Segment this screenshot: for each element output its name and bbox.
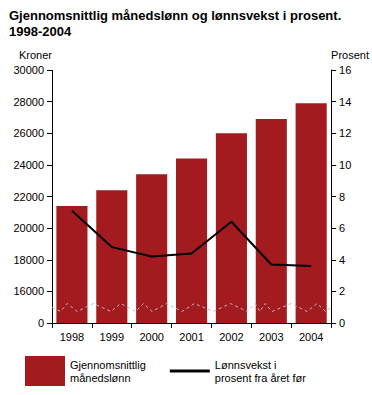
svg-text:månedslønn: månedslønn: [70, 372, 131, 384]
svg-text:16000: 16000: [13, 285, 44, 297]
svg-text:prosent fra året før: prosent fra året før: [215, 372, 306, 384]
svg-text:2002: 2002: [219, 331, 243, 343]
svg-text:14: 14: [339, 96, 351, 108]
svg-text:1998-2004: 1998-2004: [9, 24, 72, 39]
svg-text:12: 12: [339, 127, 351, 139]
svg-text:0: 0: [38, 317, 44, 329]
svg-text:Prosent: Prosent: [331, 49, 369, 61]
svg-text:24000: 24000: [13, 159, 44, 171]
svg-text:10: 10: [339, 159, 351, 171]
svg-text:0: 0: [339, 317, 345, 329]
svg-text:26000: 26000: [13, 127, 44, 139]
svg-text:8: 8: [339, 191, 345, 203]
svg-text:6: 6: [339, 222, 345, 234]
svg-text:30000: 30000: [13, 64, 44, 76]
svg-text:Gjennomsnittlig: Gjennomsnittlig: [70, 359, 146, 371]
svg-text:4: 4: [339, 254, 345, 266]
svg-text:1999: 1999: [100, 331, 124, 343]
svg-text:28000: 28000: [13, 96, 44, 108]
svg-text:22000: 22000: [13, 191, 44, 203]
svg-text:16: 16: [339, 64, 351, 76]
svg-text:Lønnsvekst i: Lønnsvekst i: [215, 359, 277, 371]
svg-text:Gjennomsnittlig månedslønn og: Gjennomsnittlig månedslønn og lønnsvekst…: [9, 8, 341, 23]
svg-text:20000: 20000: [13, 222, 44, 234]
svg-text:2000: 2000: [139, 331, 163, 343]
svg-text:18000: 18000: [13, 254, 44, 266]
svg-text:1998: 1998: [60, 331, 84, 343]
svg-text:Kroner: Kroner: [19, 49, 52, 61]
svg-text:2003: 2003: [259, 331, 283, 343]
svg-text:2004: 2004: [299, 331, 323, 343]
svg-text:2001: 2001: [179, 331, 203, 343]
svg-text:2: 2: [339, 285, 345, 297]
